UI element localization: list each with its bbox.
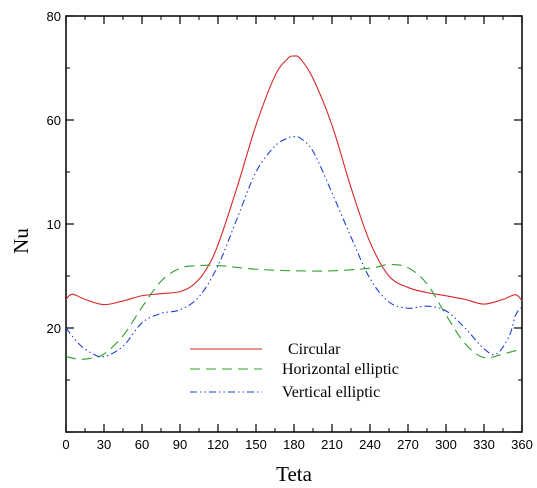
series-line-vertical-elliptic [65,135,523,358]
x-tick-label: 30 [97,437,111,452]
x-tick-label: 120 [207,437,229,452]
x-tick-label: 210 [321,437,343,452]
x-tick-label: 180 [283,437,305,452]
legend: Circular Horizontal elliptic Vertical elli… [190,341,399,401]
x-axis-ticks: 0 30 60 90 120 150 180 210 240 270 300 330 360 [62,16,533,452]
y-tick-label: 60 [47,113,61,128]
x-tick-label: 0 [62,437,69,452]
x-axis-title: Teta [276,462,313,486]
y-tick-label: 80 [47,9,61,24]
y-tick-label: 20 [47,321,61,336]
y-axis-ticks: 20 10 60 80 [47,9,522,433]
x-tick-label: 90 [173,437,187,452]
x-tick-label: 330 [473,437,495,452]
series-layer [65,55,523,360]
legend-label: Vertical elliptic [282,384,380,401]
y-axis-title: Nu [9,228,33,254]
legend-label: Horizontal elliptic [282,361,399,378]
x-tick-label: 240 [359,437,381,452]
x-tick-label: 270 [397,437,419,452]
x-tick-label: 360 [511,437,533,452]
x-tick-label: 150 [245,437,267,452]
x-tick-label: 60 [135,437,149,452]
x-tick-label: 300 [435,437,457,452]
series-line-horizontal-elliptic [65,263,523,360]
legend-label: Circular [288,341,341,358]
series-line-circular [65,55,523,306]
y-tick-label: 10 [47,217,61,232]
